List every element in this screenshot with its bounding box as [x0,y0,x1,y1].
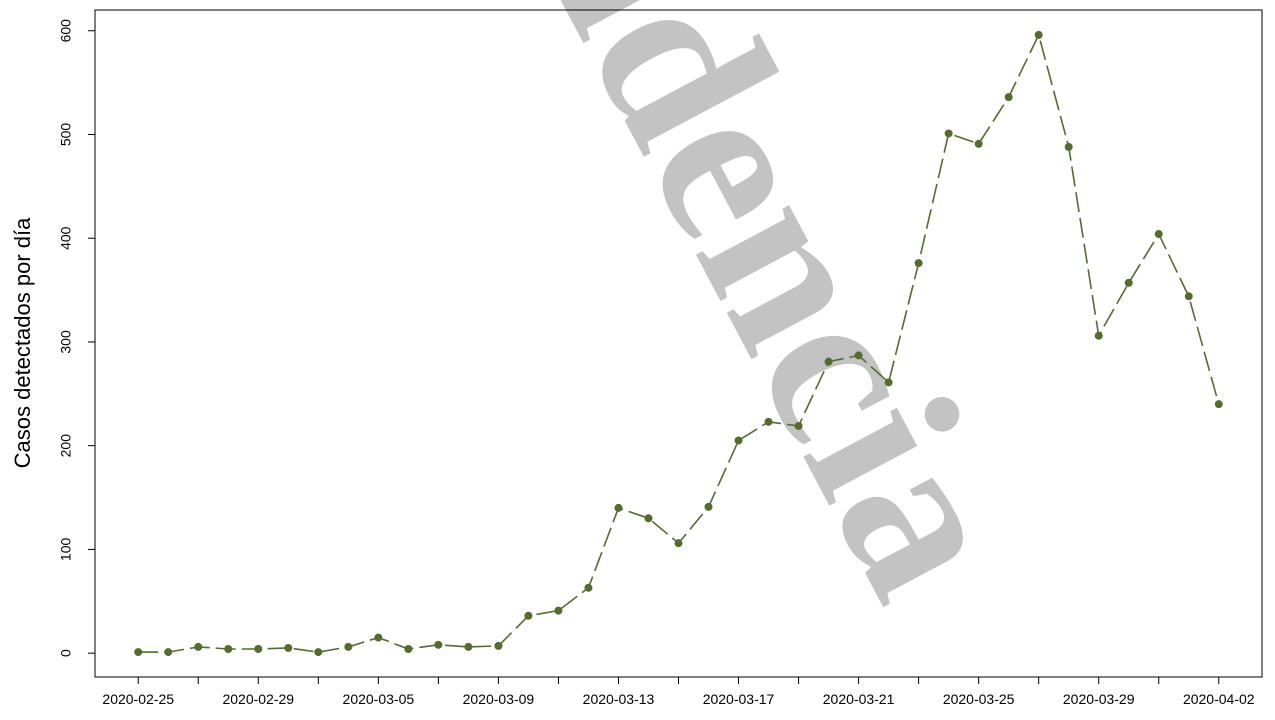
point [704,502,713,511]
point [1094,331,1103,340]
point [1184,292,1193,301]
point [824,357,833,366]
x-tick-label: 2020-04-02 [1183,691,1255,707]
point [344,642,353,651]
x-tick-label: 2020-03-09 [463,691,535,707]
x-tick-label: 2020-02-29 [222,691,294,707]
point [764,417,773,426]
x-tick-label: 2020-03-29 [1063,691,1135,707]
point [314,648,323,657]
point [674,539,683,548]
point [944,129,953,138]
x-tick-label: 2020-02-25 [102,691,174,707]
point [374,633,383,642]
y-tick-label: 100 [58,538,74,562]
y-tick-label: 500 [58,123,74,147]
x-tick-label: 2020-03-25 [943,691,1015,707]
y-tick-label: 600 [58,19,74,43]
x-tick-label: 2020-03-17 [703,691,775,707]
x-tick-label: 2020-03-13 [583,691,655,707]
point [434,640,443,649]
point [614,503,623,512]
point [404,644,413,653]
point [164,648,173,657]
x-tick-label: 2020-03-05 [343,691,415,707]
point [1124,278,1133,287]
point [974,139,983,148]
y-tick-label: 200 [58,434,74,458]
point [1214,400,1223,409]
point [794,421,803,430]
point [554,606,563,615]
point [494,641,503,650]
point [734,436,743,445]
watermark: idencia [511,0,1066,634]
point [644,514,653,523]
x-tick-label: 2020-03-21 [823,691,895,707]
point [254,644,263,653]
point [464,642,473,651]
point [1004,93,1013,102]
point [854,351,863,360]
y-axis-label: Casos detectados por día [10,217,35,468]
point [914,259,923,268]
point [1064,142,1073,151]
point [584,583,593,592]
point [284,643,293,652]
point [224,644,233,653]
y-tick-label: 400 [58,226,74,250]
point [1154,230,1163,239]
point [884,378,893,387]
point [1034,30,1043,39]
point [134,648,143,657]
y-tick-label: 300 [58,330,74,354]
y-tick-label: 0 [58,649,74,657]
point [524,611,533,620]
point [194,642,203,651]
